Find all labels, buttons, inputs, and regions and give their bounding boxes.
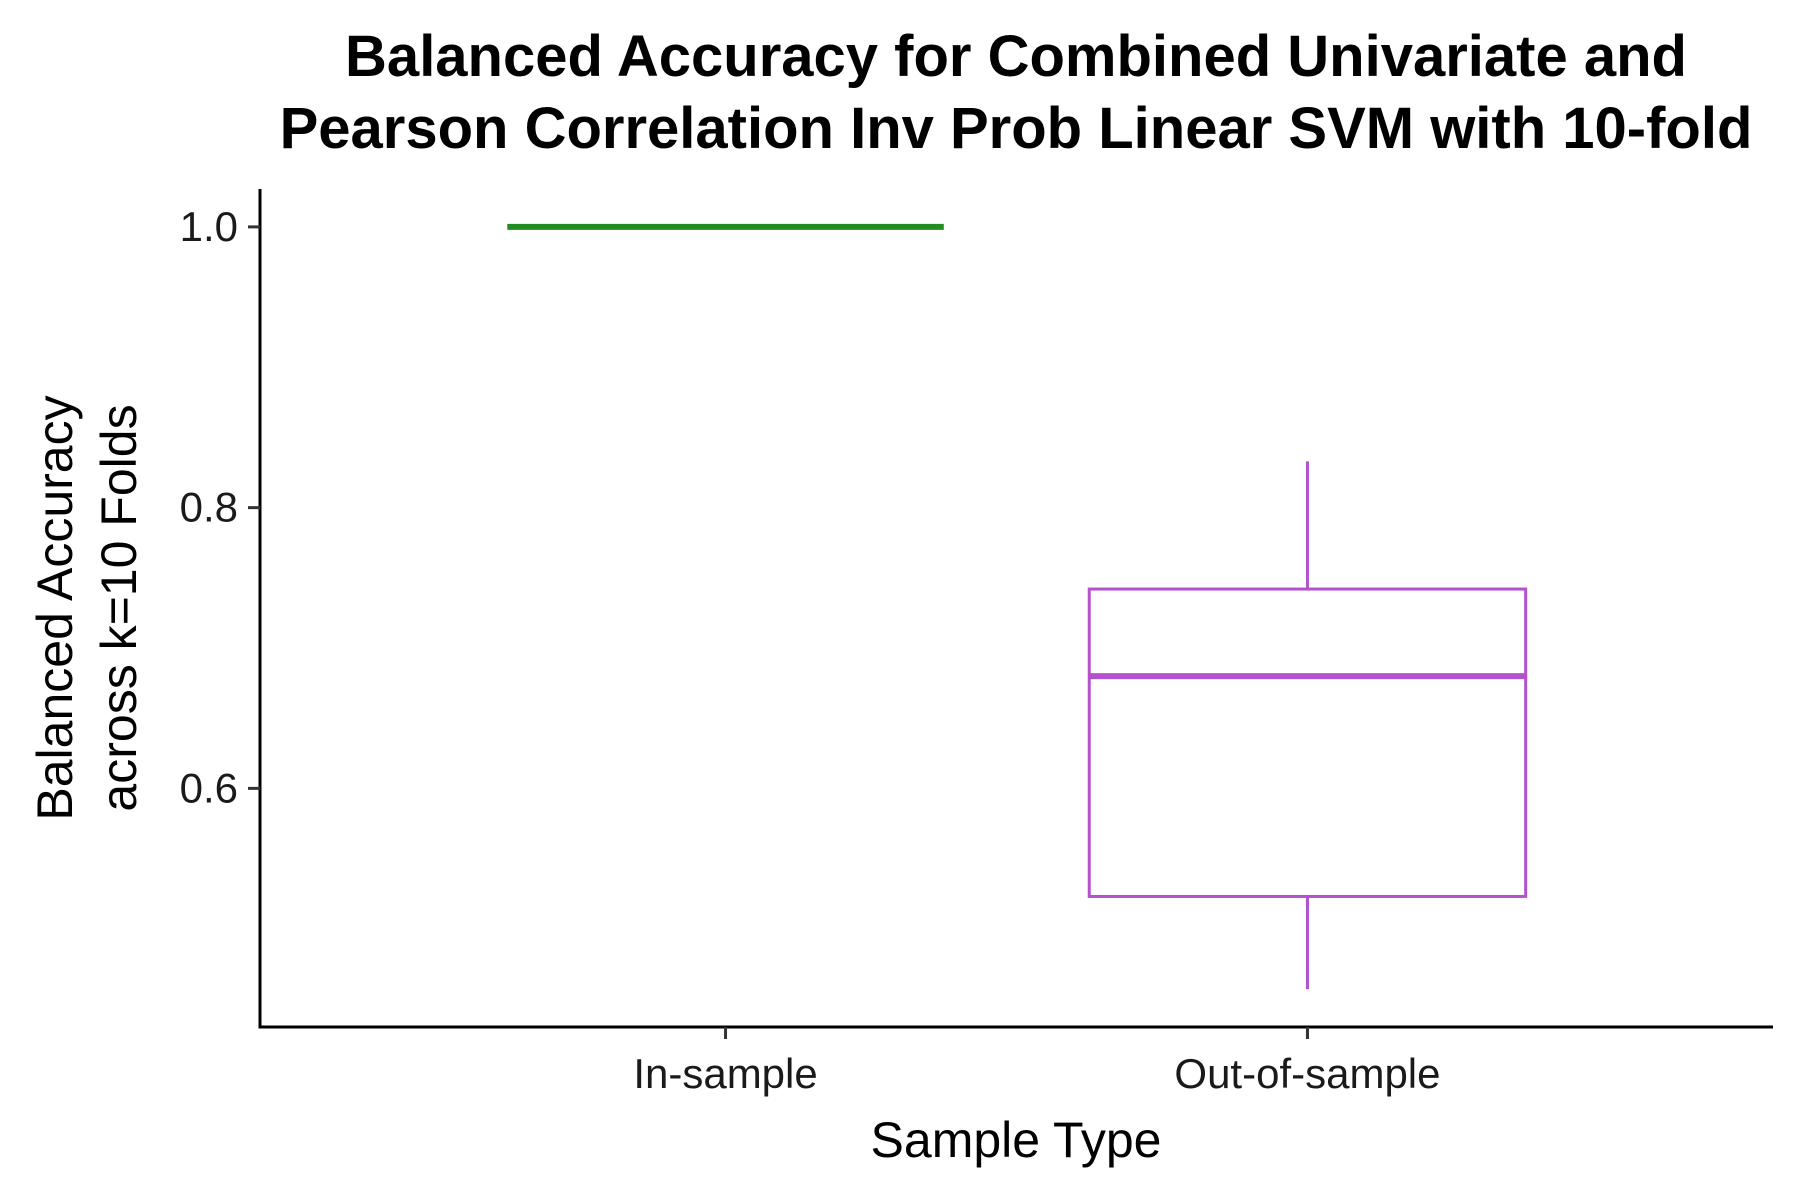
y-tick-label: 0.6 bbox=[180, 764, 238, 811]
x-axis-title: Sample Type bbox=[871, 1112, 1162, 1168]
y-axis-title-line-2: across k=10 Folds bbox=[91, 404, 147, 811]
chart-title-line-1: Balanced Accuracy for Combined Univariat… bbox=[345, 24, 1687, 89]
y-tick-label: 0.8 bbox=[180, 484, 238, 531]
x-tick-label: Out-of-sample bbox=[1174, 1050, 1440, 1097]
x-ticks: In-sample Out-of-sample bbox=[633, 1027, 1441, 1097]
y-tick-label: 1.0 bbox=[180, 203, 238, 250]
plot-area bbox=[507, 223, 1528, 990]
box-out-of-sample bbox=[1087, 461, 1528, 990]
y-ticks: 0.6 0.8 1.0 bbox=[180, 203, 260, 811]
box-body bbox=[1087, 587, 1528, 898]
x-tick-label: In-sample bbox=[633, 1050, 817, 1097]
y-axis-title-line-1: Balanced Accuracy bbox=[27, 395, 83, 820]
chart-title-line-2: Pearson Correlation Inv Prob Linear SVM … bbox=[280, 96, 1753, 161]
